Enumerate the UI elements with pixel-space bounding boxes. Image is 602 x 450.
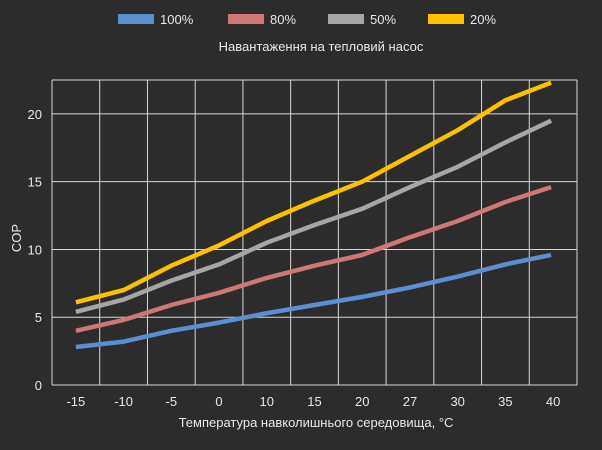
- series-line: [75, 118, 553, 314]
- chart-title: Навантаження на тепловий насос: [219, 39, 424, 54]
- x-axis-ticks: -15 -10 -5 0 10 15 20 27 30 35 40: [66, 394, 560, 409]
- y-axis-ticks: 0 5 10 15 20: [28, 107, 42, 393]
- series-line: [75, 80, 552, 305]
- x-tick-label: -10: [114, 394, 133, 409]
- legend: 100% 80% 50% 20%: [118, 12, 496, 27]
- x-tick-label: 10: [260, 394, 274, 409]
- series-line: [75, 252, 552, 350]
- series-lines: [75, 80, 553, 350]
- x-tick-label: -5: [166, 394, 178, 409]
- legend-swatch: [118, 14, 154, 24]
- y-tick-label: 15: [28, 175, 42, 190]
- x-axis-label: Температура навколишнього середовища, °C: [179, 415, 454, 430]
- y-tick-label: 0: [35, 378, 42, 393]
- series-line: [75, 184, 552, 333]
- legend-label: 100%: [160, 12, 194, 27]
- x-tick-label: 27: [403, 394, 417, 409]
- legend-swatch: [328, 14, 364, 24]
- y-tick-label: 20: [28, 107, 42, 122]
- x-tick-label: 40: [546, 394, 560, 409]
- legend-label: 50%: [370, 12, 396, 27]
- x-tick-label: -15: [66, 394, 85, 409]
- y-axis-label: COP: [9, 224, 24, 252]
- legend-label: 20%: [470, 12, 496, 27]
- x-tick-label: 20: [355, 394, 369, 409]
- y-tick-label: 10: [28, 242, 42, 257]
- legend-swatch: [428, 14, 464, 24]
- legend-swatch: [228, 14, 264, 24]
- x-tick-label: 35: [498, 394, 512, 409]
- legend-label: 80%: [270, 12, 296, 27]
- y-tick-label: 5: [35, 310, 42, 325]
- x-tick-label: 30: [450, 394, 464, 409]
- x-tick-label: 0: [215, 394, 222, 409]
- x-tick-label: 15: [307, 394, 321, 409]
